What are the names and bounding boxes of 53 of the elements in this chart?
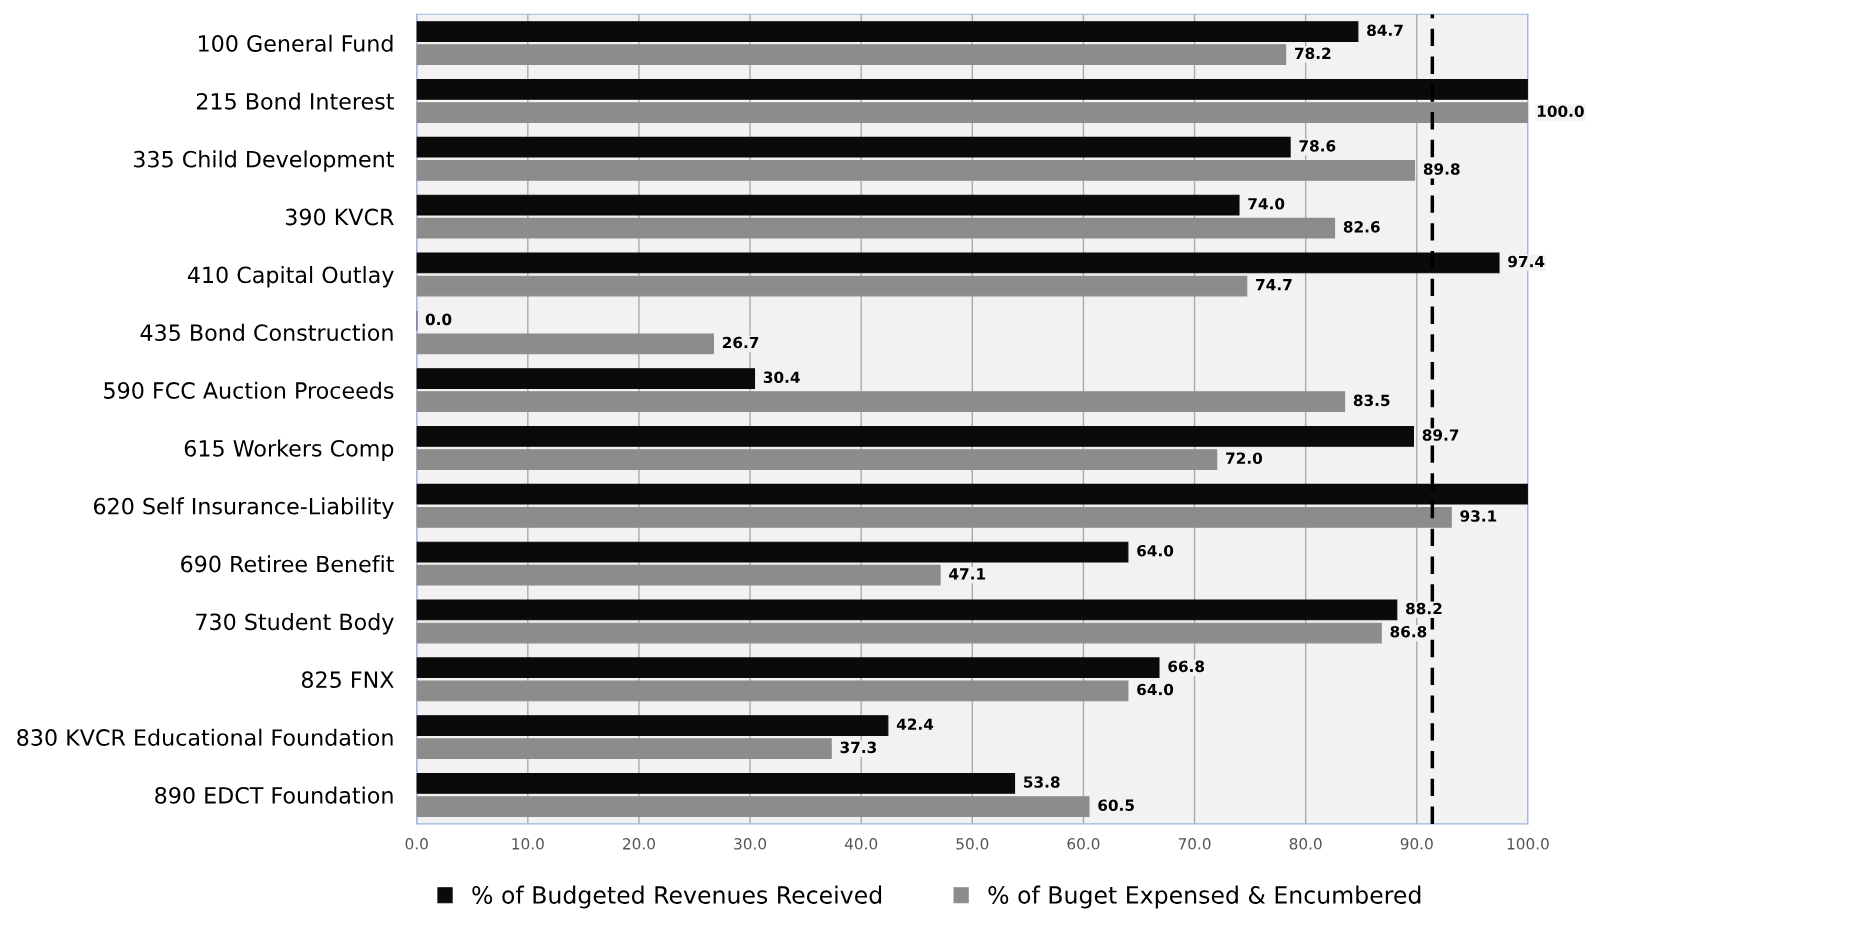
data-label: 53.8: [1024, 776, 1060, 788]
y-tick-label: 335 Child Development: [133, 150, 394, 172]
x-tick-label: 30.0: [734, 838, 767, 850]
y-tick-label: 830 KVCR Educational Foundation: [17, 728, 393, 746]
data-label: 78.2: [1295, 47, 1331, 60]
y-tick-label: 215 Bond Interest: [196, 92, 394, 110]
data-label: 100.0: [1537, 105, 1584, 117]
data-label: 84.7: [1367, 24, 1403, 36]
data-label: 26.7: [722, 336, 759, 349]
legend-label: % of Buget Expensed & Encumbered: [988, 885, 1421, 909]
y-tick-label: 100 General Fund: [198, 34, 393, 52]
data-label: 88.2: [1406, 602, 1442, 615]
y-tick-label: 730 Student Body: [196, 613, 394, 635]
y-tick-label: 620 Self Insurance-Liability: [94, 497, 394, 519]
data-label: 74.7: [1256, 279, 1292, 291]
data-label: 0.0: [425, 313, 452, 326]
data-label: 47.1: [949, 568, 986, 580]
data-label: 42.4: [896, 718, 934, 730]
y-tick-label: 615 Workers Comp: [184, 439, 394, 462]
data-label: 93.1: [1460, 510, 1497, 522]
x-tick-label: 0.0: [405, 838, 428, 850]
y-tick-label: 435 Bond Construction: [140, 323, 393, 342]
y-tick-label: 690 Retiree Benefit: [181, 555, 394, 573]
x-tick-label: 20.0: [623, 838, 655, 850]
data-label: 37.3: [840, 741, 876, 754]
x-tick-label: 80.0: [1289, 838, 1322, 850]
data-label: 66.8: [1168, 660, 1205, 673]
x-tick-label: 50.0: [956, 838, 989, 850]
data-label: 86.8: [1390, 625, 1427, 638]
data-label: 97.4: [1508, 255, 1545, 268]
x-tick-label: 60.0: [1067, 838, 1100, 850]
data-label: 30.4: [763, 371, 800, 383]
y-tick-label: 590 FCC Auction Proceeds: [104, 381, 394, 399]
legend-label: % of Budgeted Revenues Received: [472, 885, 882, 909]
x-tick-label: 70.0: [1178, 838, 1211, 850]
data-label: 74.0: [1248, 197, 1285, 210]
data-label: 89.8: [1423, 163, 1460, 175]
y-tick-label: 890 EDCT Foundation: [155, 786, 393, 804]
x-tick-label: 10.0: [512, 838, 544, 850]
data-label: 64.0: [1137, 683, 1174, 696]
data-label: 82.6: [1343, 221, 1380, 233]
y-tick-label: 825 FNX: [301, 671, 394, 689]
data-label: 89.7: [1422, 429, 1459, 441]
data-label: 60.5: [1098, 799, 1134, 811]
x-tick-label: 90.0: [1400, 838, 1433, 850]
y-tick-label: 410 Capital Outlay: [187, 266, 394, 288]
x-tick-label: 100.0: [1507, 838, 1549, 850]
data-label: 64.0: [1137, 544, 1174, 557]
y-tick-label: 390 KVCR: [285, 208, 394, 226]
x-tick-label: 40.0: [844, 838, 878, 850]
data-label: 72.0: [1226, 452, 1263, 464]
data-label: 83.5: [1353, 394, 1390, 407]
data-label: 78.6: [1299, 140, 1336, 152]
